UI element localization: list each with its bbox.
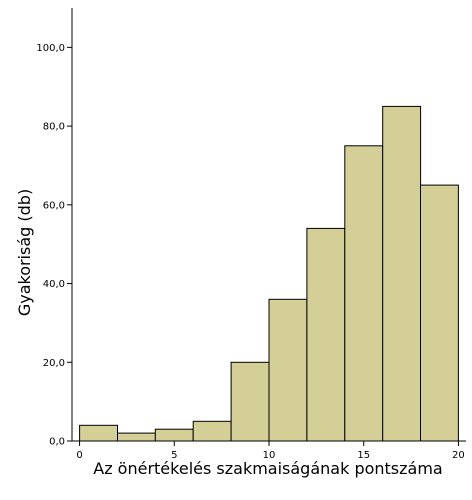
y-axis-title: Gyakoriság (db)	[15, 189, 34, 316]
y-tick-label: 100,0	[36, 43, 65, 54]
y-tick-label: 40,0	[43, 279, 65, 290]
x-tick-label: 0	[76, 450, 82, 461]
x-tick-label: 10	[263, 450, 276, 461]
y-tick-label: 80,0	[43, 122, 65, 133]
x-tick-label: 5	[171, 450, 177, 461]
histogram-bar-9	[420, 184, 459, 442]
x-tick-label: 20	[452, 450, 465, 461]
histogram-bar-1	[117, 432, 156, 442]
histogram-bar-4	[230, 361, 270, 442]
y-axis-ticks: 0,0 20,0 40,0 60,0 80,0 100,0	[36, 43, 72, 448]
histogram-bar-7	[344, 145, 384, 442]
histogram-bar-6	[306, 227, 346, 442]
histogram-bar-8	[382, 105, 422, 442]
histogram-bar-2	[154, 428, 194, 442]
y-tick-label: 60,0	[43, 200, 65, 211]
bars-group	[79, 105, 459, 442]
x-axis-ticks: 0 5 10 15 20	[76, 441, 465, 461]
histogram-bar-3	[192, 420, 232, 442]
x-tick-label: 15	[357, 450, 370, 461]
x-axis-title: Az önértékelés szakmaiságának pontszáma	[93, 459, 442, 478]
histogram-bar-5	[268, 298, 308, 442]
histogram-bar-0	[79, 424, 118, 442]
y-tick-label: 0,0	[49, 437, 65, 448]
y-tick-label: 20,0	[43, 358, 65, 369]
